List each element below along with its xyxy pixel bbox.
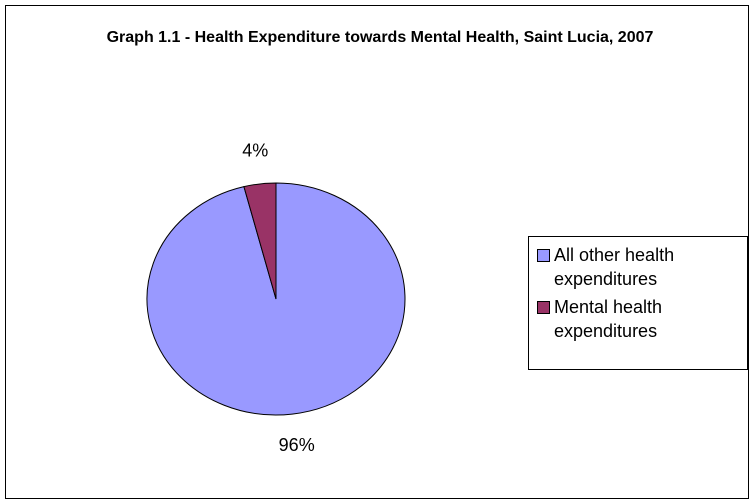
data-label: 96% — [279, 435, 315, 455]
legend: All other health expenditures Mental heal… — [528, 236, 748, 370]
chart-title: Graph 1.1 - Health Expenditure towards M… — [106, 29, 654, 46]
legend-label: All other health expenditures — [554, 245, 675, 289]
legend-item: All other health expenditures — [533, 243, 743, 291]
legend-swatch — [537, 249, 550, 262]
legend-item: Mental health expenditures — [533, 295, 743, 343]
data-label: 4% — [242, 140, 268, 160]
chart-frame — [5, 5, 749, 499]
pie-slice — [243, 182, 277, 300]
legend-swatch — [537, 301, 550, 314]
legend-label: Mental health expenditures — [554, 297, 663, 341]
